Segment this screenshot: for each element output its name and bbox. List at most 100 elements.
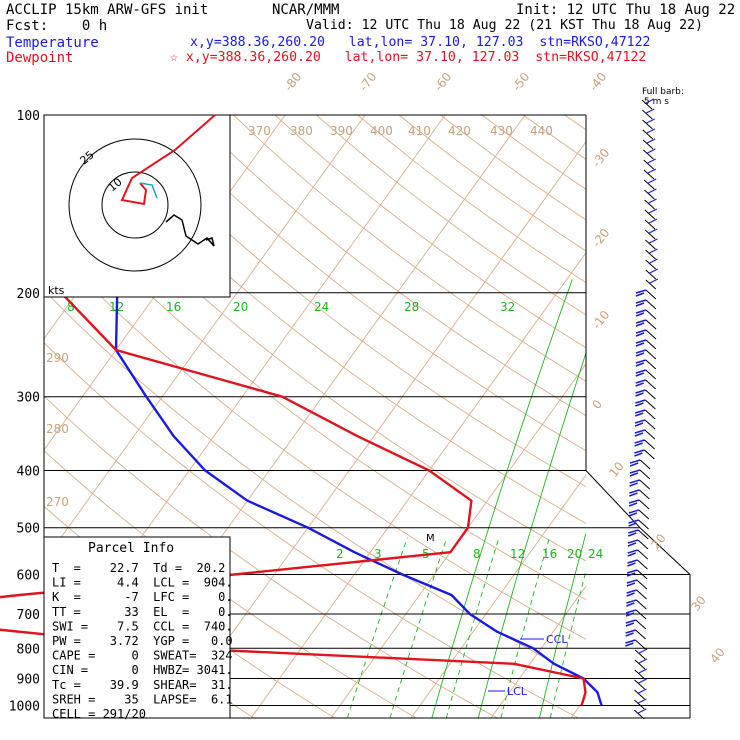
pressure-label: 1000 <box>9 699 40 714</box>
theta-label: 370 <box>248 124 271 138</box>
wind-barb-staff <box>644 429 656 440</box>
mixing-ratio-line <box>652 280 740 718</box>
theta-label: 270 <box>46 495 69 509</box>
wind-barb-flag <box>638 688 647 694</box>
wind-barb-staff <box>637 549 649 560</box>
wind-barb-staff <box>639 459 651 470</box>
wind-barb-flag <box>647 168 657 174</box>
lcl-label: LCL <box>507 685 528 698</box>
wind-barb-flag <box>638 658 648 664</box>
wind-barb-staff <box>645 299 657 310</box>
mixing-ratio-label: 20 <box>567 547 582 561</box>
wind-barb-flag <box>635 362 645 367</box>
pressure-label: 300 <box>17 391 40 406</box>
dry-adiabat-line <box>44 395 498 718</box>
theta-label: 400 <box>370 124 393 138</box>
isotherm-line <box>44 115 366 562</box>
wind-barb-staff <box>645 389 656 400</box>
wind-barb-flag <box>638 648 648 654</box>
dry-adiabat-line <box>44 135 586 562</box>
mixing-ratio-dashed-line <box>346 537 408 718</box>
wind-barb-staff <box>645 239 656 250</box>
wind-barb-flag <box>648 218 658 224</box>
wind-barb-flag <box>634 409 646 414</box>
mixing-ratio-dashed-line <box>549 569 586 718</box>
wind-barb-flag <box>649 238 658 244</box>
dry-adiabat-line <box>440 115 586 221</box>
wind-barb-staff <box>643 149 654 160</box>
theta-label: 380 <box>290 124 313 138</box>
wind-barb-flag <box>649 268 659 274</box>
wind-barb-flag <box>625 619 637 624</box>
wind-barb-flag <box>635 379 646 384</box>
isotherm-label: -50 <box>509 70 532 94</box>
mixing-ratio-line <box>431 279 573 718</box>
isotherm-label: -80 <box>281 70 304 94</box>
wind-barb-staff <box>637 559 648 570</box>
wind-barb-staff <box>645 379 656 390</box>
wind-barb-flag <box>625 629 636 634</box>
wind-barb-staff <box>644 409 656 420</box>
mixing-ratio-label: 2 <box>336 547 344 561</box>
wind-barb-staff <box>645 349 657 360</box>
wind-barb-staff <box>639 489 650 500</box>
wind-barb-flag <box>625 639 636 644</box>
wind-barb-staff <box>636 579 648 590</box>
theta-labels: 370 380 390 400 410 420 430 440 290 280 270 <box>46 124 553 509</box>
pressure-label: 400 <box>17 465 40 480</box>
wind-barb-staff <box>645 319 657 330</box>
wind-barb-flag <box>634 442 643 447</box>
wind-barb-staff <box>642 129 654 140</box>
wind-barb-staff <box>645 329 657 340</box>
wind-barb-staff <box>635 609 647 620</box>
mixing-ratio-label: 32 <box>500 300 515 314</box>
wind-barb-flag <box>635 382 644 387</box>
wind-barb-flag <box>635 312 645 317</box>
pressure-label: 900 <box>17 672 40 687</box>
dry-adiabat-line <box>108 115 586 488</box>
wind-barbs: Full barb:5 m s <box>625 87 684 720</box>
series-line-temperature <box>114 292 603 706</box>
parcel-row: CELL = 291/20 <box>52 707 146 721</box>
wind-barb-flag <box>637 708 647 714</box>
theta-label: 290 <box>46 351 69 365</box>
dry-adiabat-line <box>44 342 579 718</box>
wind-barb-flag <box>626 582 636 587</box>
wind-barb-staff <box>641 99 653 110</box>
parcel-row: CAPE = 0 SWEAT= 324 <box>52 649 233 663</box>
wind-barb-flag <box>626 572 636 577</box>
center-label: NCAR/MMM <box>272 2 340 18</box>
wind-barb-staff <box>634 649 646 660</box>
mixing-ratio-dashed-line <box>587 538 629 718</box>
wind-barb-flag <box>634 419 646 424</box>
wind-barb-flag <box>625 609 637 614</box>
isotherm-label: 10 <box>606 459 626 480</box>
parcel-row: SREH = 35 LAPSE= 6.1 <box>52 692 233 706</box>
wind-barb-staff <box>641 109 653 120</box>
wind-barb-flag <box>625 632 634 637</box>
wind-barb-staff <box>639 479 650 490</box>
pressure-label: 100 <box>17 109 40 124</box>
isotherm-label: 20 <box>648 531 668 552</box>
wind-barb-staff <box>634 659 646 670</box>
dewpoint-label: Dewpoint <box>6 50 74 66</box>
wind-barb-staff <box>635 629 646 640</box>
parcel-box <box>43 536 231 719</box>
wind-barb-flag <box>646 128 656 134</box>
wind-barb-flag <box>629 492 638 497</box>
mixing-ratio-label: 28 <box>404 300 419 314</box>
wind-barb-flag <box>628 512 638 517</box>
pressure-label: 200 <box>17 287 40 302</box>
wind-barb-staff <box>644 189 655 200</box>
wind-barb-staff <box>645 309 657 320</box>
wind-barb-flag <box>629 482 638 487</box>
wind-barb-flag <box>635 399 646 404</box>
ccl-label: CCL <box>546 633 568 646</box>
mixing-ratio-label: 16 <box>166 300 181 314</box>
wind-barb-flag <box>635 289 647 294</box>
wind-barb-flag <box>635 309 647 314</box>
hodograph-trace-low <box>139 182 158 199</box>
mixing-ratio-labels: 8 12 16 20 24 28 322 3 5 8 12 16 20 24 <box>67 300 603 561</box>
wind-barb-flag <box>635 292 645 297</box>
